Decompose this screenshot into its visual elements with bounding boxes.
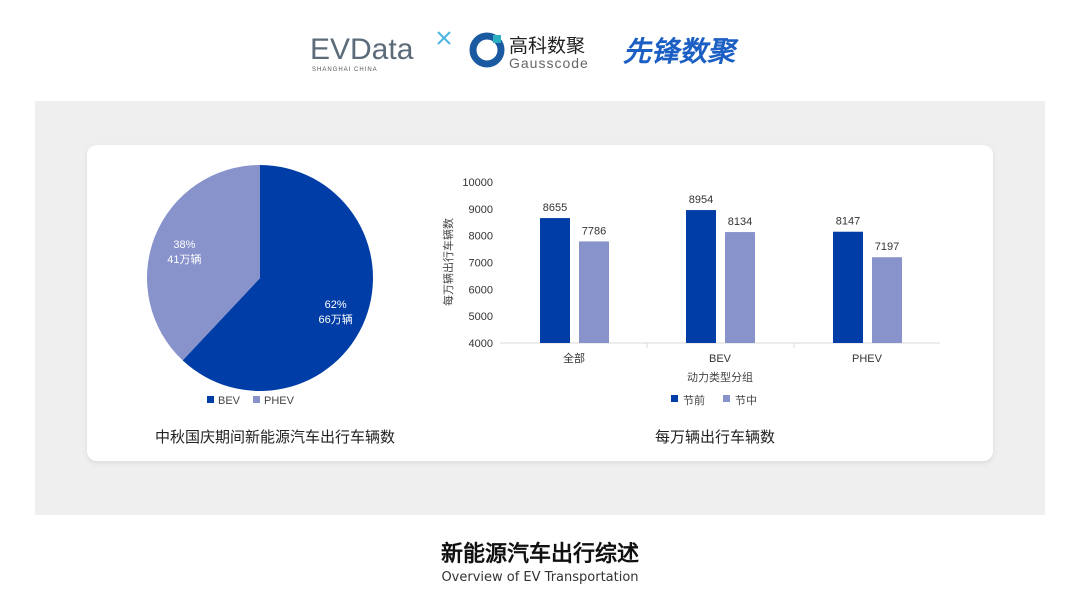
xianfeng-logo: 先锋数聚	[623, 36, 739, 67]
y-tick-label: 8000	[469, 231, 493, 243]
bar-data-label: 8147	[836, 216, 860, 228]
legend-label: PHEV	[264, 395, 295, 407]
x-tick-label: PHEV	[852, 353, 883, 365]
page-subtitle: Overview of EV Transportation	[441, 570, 639, 585]
y-tick-label: 7000	[469, 258, 493, 270]
svg-text:SHANGHAI CHINA: SHANGHAI CHINA	[312, 67, 378, 73]
legend-label: 节前	[683, 393, 705, 407]
bar-data-label: 8954	[689, 194, 713, 206]
legend-label: BEV	[218, 395, 241, 407]
svg-text:Gausscode: Gausscode	[509, 55, 589, 71]
svg-text:高科数聚: 高科数聚	[509, 35, 585, 57]
legend-label: 节中	[735, 394, 757, 407]
bar-data-label: 8655	[543, 202, 567, 214]
bar	[540, 218, 570, 343]
gausscode-logo: 高科数聚 Gausscode	[469, 32, 589, 71]
legend-swatch	[207, 396, 214, 403]
x-tick-label: 全部	[563, 351, 585, 365]
pie-title: 中秋国庆期间新能源汽车出行车辆数	[154, 428, 395, 446]
y-axis-label: 每万辆出行车辆数	[441, 218, 455, 306]
pie-value-label: 41万辆	[167, 252, 201, 266]
y-tick-label: 4000	[469, 338, 493, 350]
bar-data-label: 7786	[582, 225, 606, 237]
bar-data-label: 7197	[875, 241, 899, 253]
y-tick-label: 6000	[469, 284, 493, 296]
evdata-logo: EVData SHANGHAI CHINA	[310, 31, 451, 73]
pie-percent-label: 38%	[173, 239, 195, 251]
page-title: 新能源汽车出行综述	[440, 542, 639, 567]
pie-slice-bev	[182, 165, 373, 391]
pie-value-label: 66万辆	[319, 312, 353, 326]
x-tick-label: BEV	[709, 353, 732, 365]
bar	[686, 210, 716, 343]
bar	[872, 257, 902, 343]
y-tick-label: 5000	[469, 311, 493, 323]
pie-percent-label: 62%	[325, 299, 347, 311]
legend-swatch	[671, 395, 678, 402]
x-axis-label: 动力类型分组	[687, 370, 753, 384]
bar	[833, 231, 863, 343]
bar	[579, 241, 609, 343]
y-tick-label: 9000	[469, 204, 493, 216]
legend-swatch	[723, 395, 730, 402]
bar	[725, 232, 755, 343]
y-tick-label: 10000	[462, 177, 493, 189]
bar-data-label: 8134	[728, 216, 752, 228]
svg-text:EVData: EVData	[310, 33, 414, 66]
legend-swatch	[253, 396, 260, 403]
logos: EVData SHANGHAI CHINA 高科数聚 Gausscode 先锋数…	[310, 31, 739, 73]
pie-slice-phev	[147, 165, 260, 361]
bar-title: 每万辆出行车辆数	[654, 428, 775, 446]
